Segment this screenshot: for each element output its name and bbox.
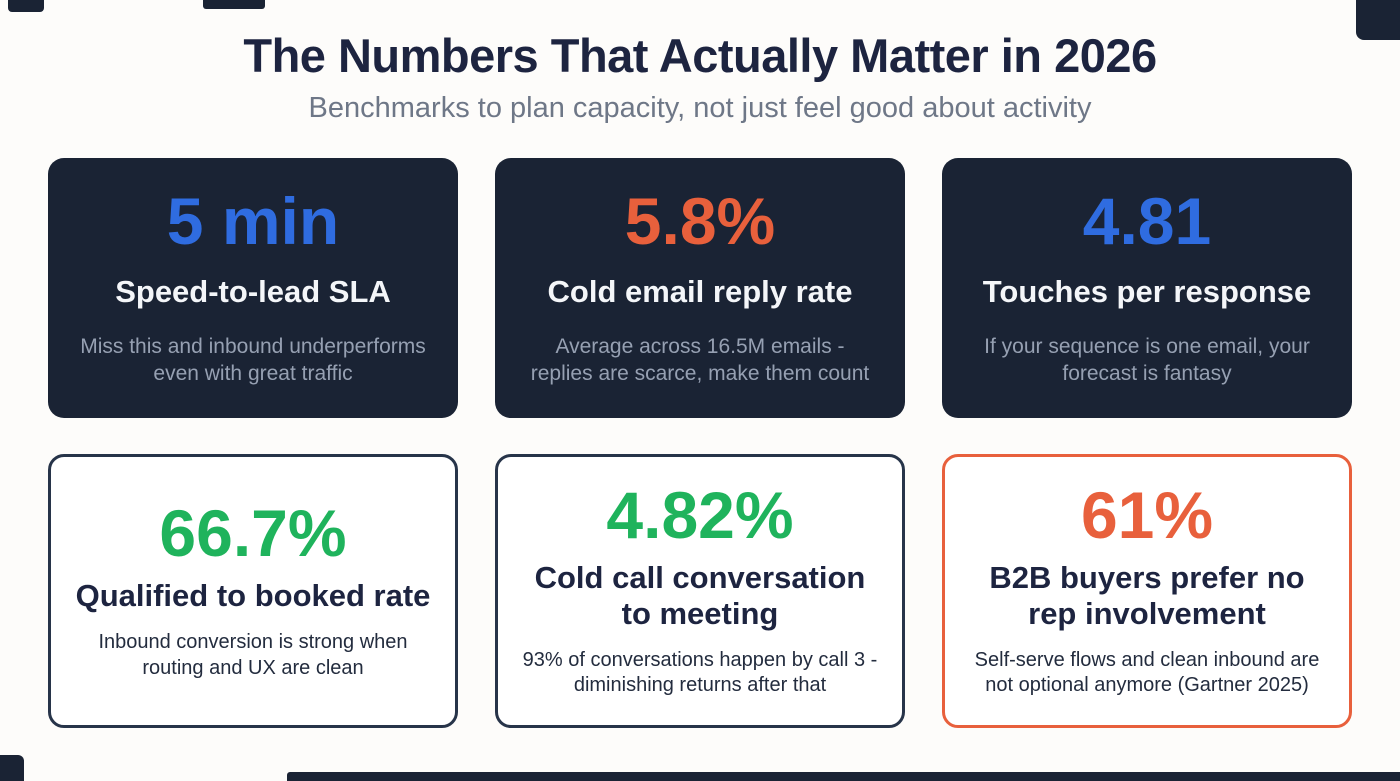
decorative-mark-bottom-left <box>0 755 24 781</box>
stat-card-grid: 5 min Speed-to-lead SLA Miss this and in… <box>0 157 1400 728</box>
stat-card-speed-to-lead: 5 min Speed-to-lead SLA Miss this and in… <box>48 157 458 418</box>
stat-value: 5.8% <box>624 183 776 258</box>
decorative-strip-bottom <box>287 772 1400 781</box>
stat-value: 4.82% <box>606 478 794 553</box>
stat-description: Inbound conversion is strong when routin… <box>98 630 408 679</box>
stat-label: Speed-to-lead SLA <box>115 273 391 309</box>
stat-description: 93% of conversations happen by call 3 - … <box>522 648 878 697</box>
stat-label: Qualified to booked rate <box>75 578 431 614</box>
page-title: The Numbers That Actually Matter in 2026 <box>243 29 1157 82</box>
stat-label: Cold email reply rate <box>547 273 853 309</box>
page-header: The Numbers That Actually Matter in 2026… <box>0 0 1400 125</box>
stat-value: 61% <box>1080 478 1214 553</box>
decorative-mark-top-right <box>1356 0 1400 40</box>
page-subtitle: Benchmarks to plan capacity, not just fe… <box>308 91 1092 124</box>
stat-description: If your sequence is one email, your fore… <box>984 334 1310 385</box>
stat-description: Miss this and inbound underperforms even… <box>80 334 426 385</box>
stat-value: 4.81 <box>1082 183 1212 258</box>
stat-card-touches-per-response: 4.81 Touches per response If your sequen… <box>942 157 1352 418</box>
stat-label: Cold call conversation to meeting <box>534 560 866 632</box>
stat-value: 66.7% <box>159 496 347 571</box>
stat-card-cold-call-conversation: 4.82% Cold call conversation to meeting … <box>495 453 905 728</box>
stat-card-b2b-buyers: 61% B2B buyers prefer no rep involvement… <box>942 453 1352 728</box>
stat-description: Average across 16.5M emails - replies ar… <box>530 334 870 385</box>
decorative-mark-top-left <box>8 0 44 12</box>
stat-card-cold-email-reply-rate: 5.8% Cold email reply rate Average acros… <box>495 157 905 418</box>
stat-label: Touches per response <box>982 273 1312 309</box>
decorative-mark-top-center <box>203 0 265 9</box>
stat-value: 5 min <box>166 183 340 258</box>
stat-description: Self-serve flows and clean inbound are n… <box>974 648 1320 697</box>
stat-label: B2B buyers prefer no rep involvement <box>989 560 1305 632</box>
stat-card-qualified-to-booked: 66.7% Qualified to booked rate Inbound c… <box>48 453 458 728</box>
